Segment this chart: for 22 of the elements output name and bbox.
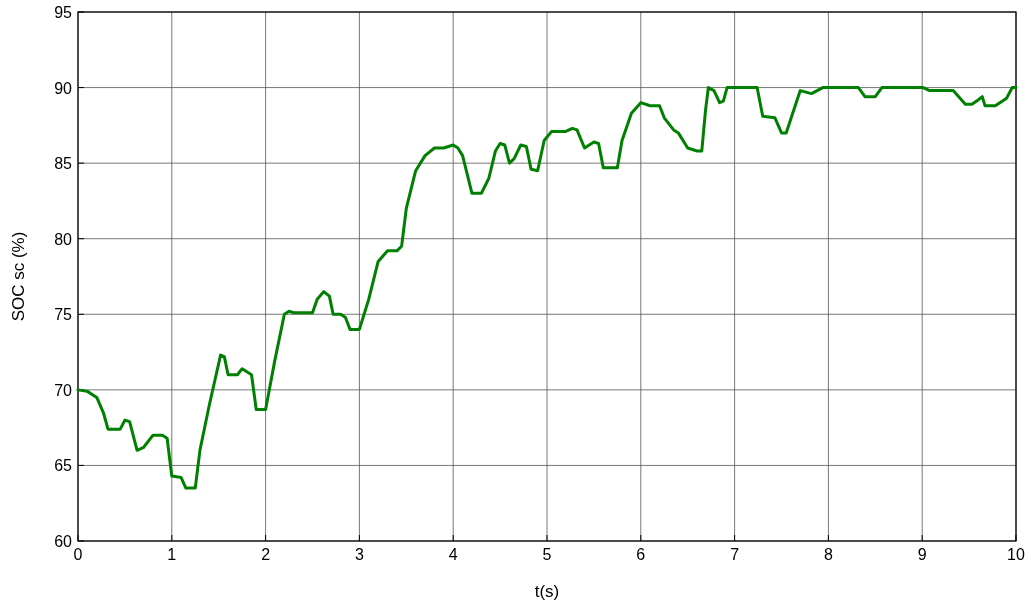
y-tick-label: 65 — [54, 457, 73, 475]
y-tick-label: 70 — [54, 381, 73, 399]
x-tick-label: 1 — [167, 546, 177, 563]
y-tick-label: 60 — [54, 533, 73, 550]
x-tick-label: 7 — [730, 546, 740, 563]
x-tick-label: 0 — [73, 546, 83, 563]
x-axis-title: t(s) — [534, 582, 560, 601]
y-tick-label: 90 — [54, 79, 73, 97]
y-tick-label: 75 — [54, 306, 73, 324]
y-tick-label: 80 — [54, 230, 73, 248]
line-series — [76, 86, 1018, 490]
x-tick-label: 9 — [917, 546, 927, 563]
y-tick-label: 95 — [54, 4, 73, 21]
x-tick-label: 10 — [1007, 546, 1025, 563]
x-tick-label: 3 — [354, 546, 364, 563]
x-tick-label: 8 — [823, 546, 833, 563]
x-tick-label: 2 — [261, 546, 271, 563]
x-tick-label: 5 — [542, 546, 552, 563]
y-axis-title: SOC sc (%) — [9, 231, 28, 322]
x-tick-label: 6 — [636, 546, 646, 563]
x-tick-label: 4 — [448, 546, 458, 563]
y-tick-label: 85 — [54, 155, 73, 173]
